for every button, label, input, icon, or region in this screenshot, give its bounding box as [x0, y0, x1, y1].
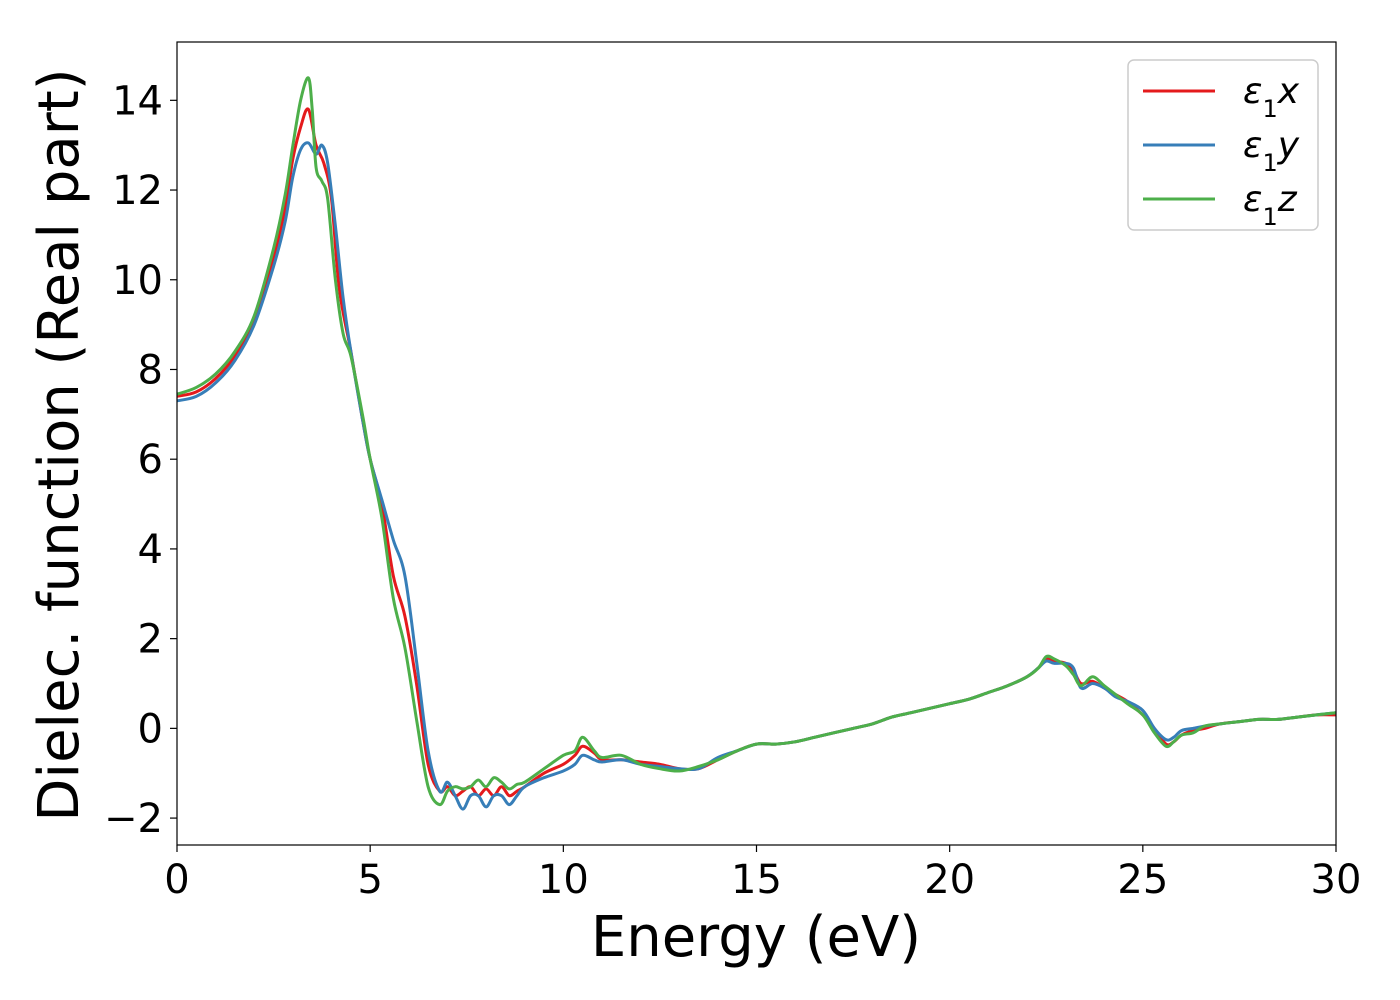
legend-label-y: ε1y [1243, 125, 1300, 177]
x-tick-label: 25 [1117, 857, 1168, 903]
y-axis: −2 0 2 4 6 8 10 12 14 [104, 78, 177, 842]
legend-label-z: ε1z [1243, 179, 1298, 231]
y-tick-label: 6 [138, 437, 163, 483]
y-tick-label: 10 [112, 258, 163, 304]
y-tick-label: 12 [112, 168, 163, 214]
series-line-y [177, 141, 1336, 811]
y-tick-label: −2 [104, 796, 163, 842]
y-axis-title: Dielec. function (Real part) [27, 68, 92, 821]
legend-box [1127, 59, 1319, 231]
series-line-z [177, 76, 1336, 807]
x-tick-label: 0 [164, 857, 189, 903]
x-tick-label: 10 [538, 857, 589, 903]
x-tick-label: 30 [1311, 857, 1362, 903]
x-tick-label: 15 [731, 857, 782, 903]
x-tick-label: 5 [357, 857, 382, 903]
y-tick-label: 14 [112, 78, 163, 124]
y-tick-label: 8 [138, 347, 163, 393]
y-tick-label: 0 [138, 706, 163, 752]
series-layer [177, 76, 1336, 811]
x-axis: 0 5 10 15 20 25 30 [164, 845, 1361, 903]
legend-label-x: ε1x [1243, 71, 1300, 123]
y-tick-label: 2 [138, 617, 163, 663]
x-axis-title: Energy (eV) [591, 905, 921, 970]
x-tick-label: 20 [924, 857, 975, 903]
y-tick-label: 4 [138, 527, 163, 573]
